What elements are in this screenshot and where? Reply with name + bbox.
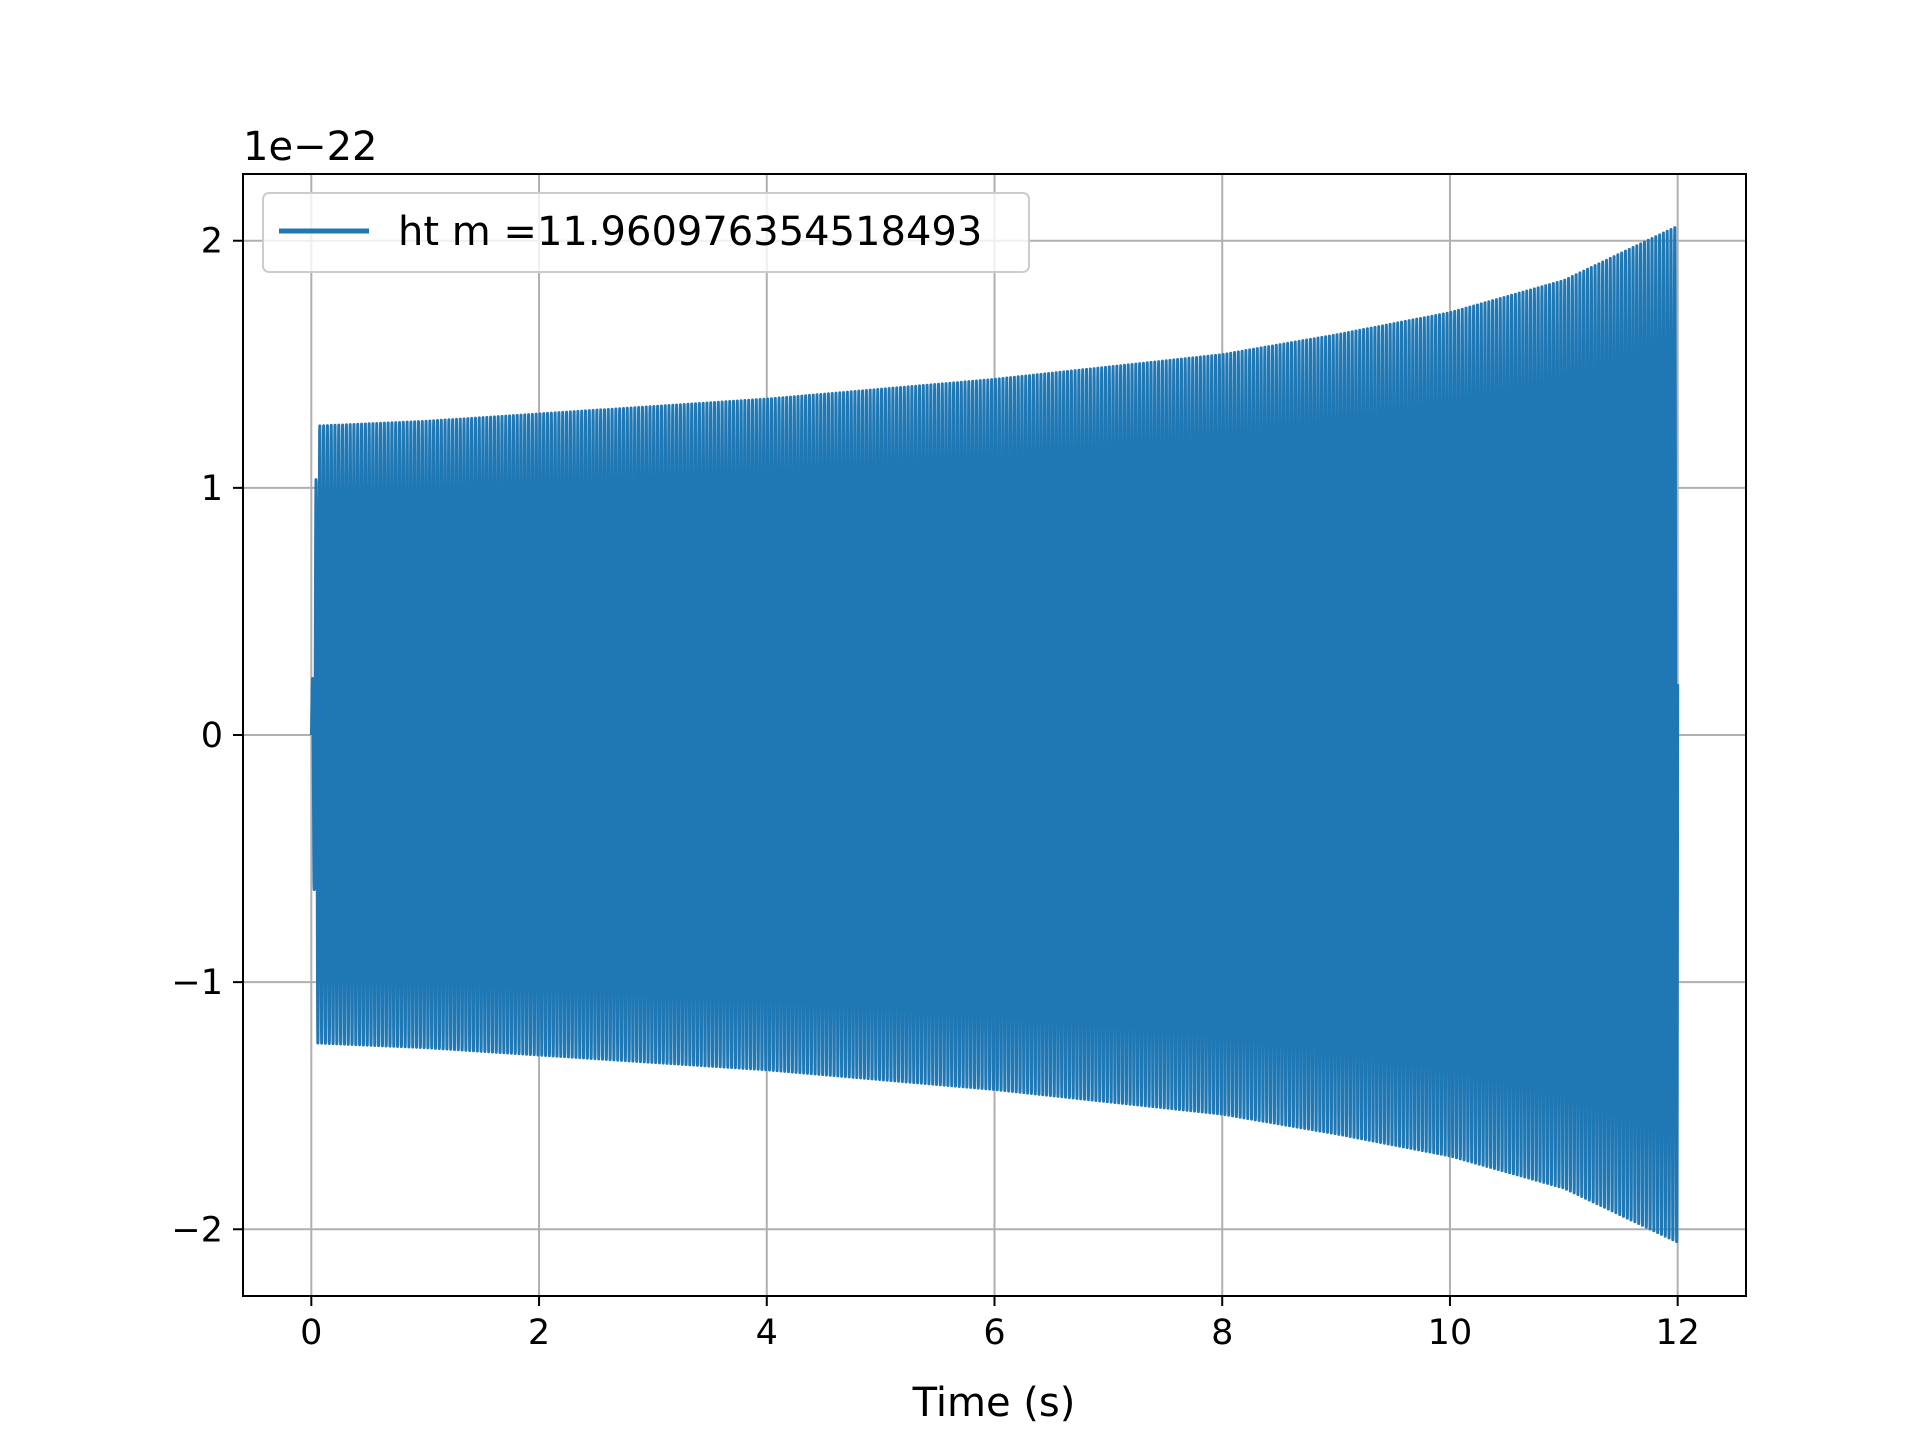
- y-tick-label: −2: [171, 1210, 223, 1250]
- y-tick-label: 2: [201, 222, 223, 262]
- legend-entry-label: ht m =11.960976354518493: [398, 209, 982, 255]
- x-tick-label: 6: [983, 1313, 1005, 1353]
- x-tick-label: 8: [1211, 1313, 1233, 1353]
- x-tick-label: 2: [528, 1313, 550, 1353]
- x-tick-label: 12: [1655, 1313, 1700, 1353]
- x-tick-label: 0: [300, 1313, 322, 1353]
- x-axis-label: Time (s): [912, 1380, 1076, 1426]
- x-tick-label: 10: [1428, 1313, 1473, 1353]
- y-offset-label: 1e−22: [243, 124, 377, 170]
- y-tick-label: 1: [201, 469, 223, 509]
- series-line-0: [309, 226, 1680, 1244]
- legend-box: [262, 192, 1030, 273]
- legend: ht m =11.960976354518493: [262, 192, 1030, 273]
- y-tick-label: 0: [201, 716, 223, 756]
- x-tick-label: 4: [756, 1313, 778, 1353]
- y-tick-label: −1: [171, 963, 223, 1003]
- plot-area: [309, 226, 1680, 1244]
